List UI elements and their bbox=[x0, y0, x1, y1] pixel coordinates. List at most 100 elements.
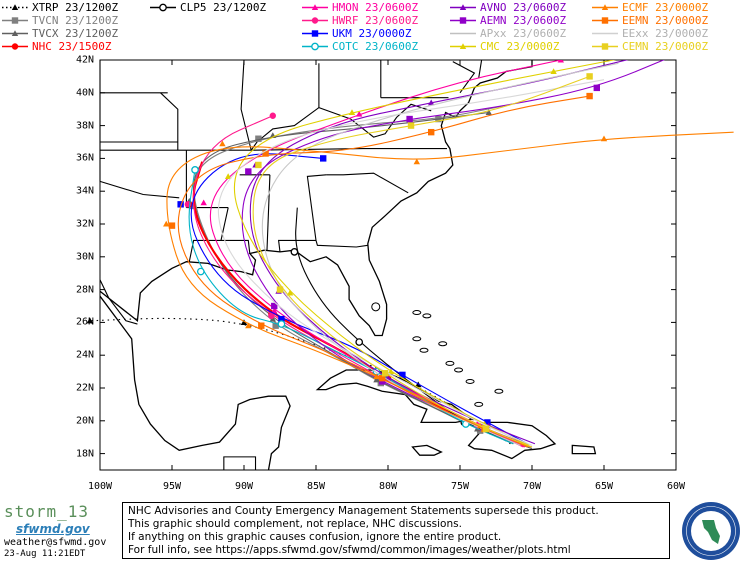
track-marker bbox=[286, 289, 294, 296]
jamaica bbox=[411, 444, 443, 456]
track-marker bbox=[86, 317, 94, 324]
legend-marker bbox=[459, 4, 467, 11]
track-eexx bbox=[217, 79, 605, 446]
track-marker bbox=[428, 99, 435, 106]
legend-swatch bbox=[450, 17, 476, 24]
lon-tick-label: 75W bbox=[450, 481, 470, 492]
bahamas-island bbox=[419, 347, 429, 353]
legend-marker bbox=[601, 43, 609, 50]
lat-lon-ticks bbox=[99, 59, 677, 470]
legend-marker bbox=[11, 4, 19, 11]
timestamp: 23-Aug 11:21EDT bbox=[4, 549, 86, 559]
brand-link[interactable]: sfwmd.gov bbox=[16, 522, 90, 536]
legend-item: APxx 23/0600Z bbox=[448, 28, 566, 39]
legend-label: APxx 23/0600Z bbox=[480, 27, 567, 40]
state-border bbox=[266, 174, 271, 251]
legend-label: COTC 23/0600Z bbox=[332, 40, 419, 53]
track-marker bbox=[245, 168, 252, 175]
hispaniola bbox=[467, 421, 557, 460]
track-line bbox=[217, 79, 605, 446]
legend-item: EEMN 23/0000Z bbox=[590, 15, 708, 26]
puerto-rico bbox=[571, 444, 597, 455]
lon-tick-label: 90W bbox=[234, 481, 254, 492]
state-border bbox=[478, 59, 483, 79]
legend-swatch bbox=[302, 4, 328, 11]
track-marker bbox=[240, 319, 248, 325]
track-marker bbox=[379, 374, 386, 382]
legend-item: TVCN 23/1200Z bbox=[0, 15, 118, 26]
legend-swatch bbox=[150, 3, 176, 12]
lon-tick-label: 100W bbox=[87, 481, 113, 492]
legend-item: AVNO 23/0600Z bbox=[448, 2, 566, 13]
legend-marker bbox=[459, 17, 467, 24]
disclaimer-line[interactable]: For full info, see https://apps.sfwmd.go… bbox=[128, 544, 571, 556]
track-marker bbox=[600, 135, 608, 142]
track-marker bbox=[255, 161, 262, 169]
brand-title: storm_13 bbox=[4, 502, 90, 521]
track-marker bbox=[550, 68, 557, 75]
track-marker bbox=[482, 425, 490, 433]
state-border bbox=[326, 172, 409, 194]
legend-label: CLP5 23/1200Z bbox=[180, 1, 267, 14]
bahamas-island bbox=[445, 360, 455, 366]
disclaimer-line: NHC Advisories and County Emergency Mana… bbox=[128, 505, 599, 517]
track-marker bbox=[290, 248, 299, 256]
legend-item: ECMF 23/0000Z bbox=[590, 2, 708, 13]
legend-marker bbox=[11, 17, 19, 24]
bahamas-island bbox=[422, 313, 432, 319]
track-cmc bbox=[224, 60, 617, 446]
legend-item: COTC 23/0600Z bbox=[300, 41, 418, 52]
legend-marker bbox=[311, 42, 319, 51]
state-border bbox=[315, 240, 368, 248]
lat-tick-label: 30N bbox=[76, 251, 95, 263]
legend-swatch bbox=[2, 43, 28, 50]
track-marker bbox=[485, 109, 492, 116]
legend-label: HWRF 23/0600Z bbox=[332, 14, 419, 27]
lon-tick-label: 60W bbox=[666, 481, 686, 492]
lat-tick-label: 20N bbox=[76, 415, 95, 427]
legend-item: HWRF 23/0600Z bbox=[300, 15, 418, 26]
coastline-layer bbox=[99, 60, 597, 471]
track-marker bbox=[276, 286, 284, 293]
lat-tick-label: 26N bbox=[76, 316, 95, 328]
lat-tick-label: 36N bbox=[76, 152, 95, 164]
track-line bbox=[233, 60, 617, 446]
state-border bbox=[277, 239, 316, 252]
legend-marker bbox=[601, 4, 609, 11]
track-marker bbox=[586, 92, 593, 100]
legend-item: TVCX 23/1200Z bbox=[0, 28, 118, 39]
track-marker bbox=[355, 338, 364, 346]
legend-swatch bbox=[450, 4, 476, 11]
legend-marker bbox=[11, 43, 19, 50]
track-line bbox=[190, 153, 528, 445]
legend-marker bbox=[159, 3, 167, 12]
lon-tick-label: 70W bbox=[522, 481, 542, 492]
legend-marker bbox=[311, 17, 319, 24]
legend-item: CEMN 23/0000Z bbox=[590, 41, 708, 52]
map-canvas bbox=[86, 59, 734, 471]
legend-item: XTRP 23/1200Z bbox=[0, 2, 118, 13]
state-border bbox=[250, 106, 351, 151]
track-marker bbox=[484, 419, 491, 426]
legend-item: EExx 23/0000Z bbox=[590, 28, 708, 39]
track-map bbox=[0, 58, 750, 478]
track-ecmf bbox=[163, 131, 734, 448]
lon-tick-label: 80W bbox=[378, 481, 398, 492]
track-marker bbox=[557, 60, 564, 63]
track-marker bbox=[245, 322, 252, 329]
longitude-axis: 100W 95W 90W 85W 80W 75W 70W 65W 60W bbox=[0, 478, 750, 498]
legend-label: NHC 23/1500Z bbox=[32, 40, 112, 53]
legend-swatch bbox=[2, 4, 28, 11]
legend-label: EExx 23/0000Z bbox=[622, 27, 709, 40]
track-marker bbox=[387, 368, 395, 375]
legend-marker bbox=[459, 43, 467, 50]
track-marker bbox=[413, 158, 420, 165]
track-marker bbox=[191, 166, 199, 174]
track-ukm bbox=[177, 153, 528, 445]
legend-swatch bbox=[450, 32, 476, 35]
state-border bbox=[306, 174, 327, 241]
legend-label: UKM 23/0000Z bbox=[332, 27, 412, 40]
state-border bbox=[221, 239, 251, 254]
legend-swatch bbox=[302, 42, 328, 51]
track-marker bbox=[399, 371, 406, 379]
